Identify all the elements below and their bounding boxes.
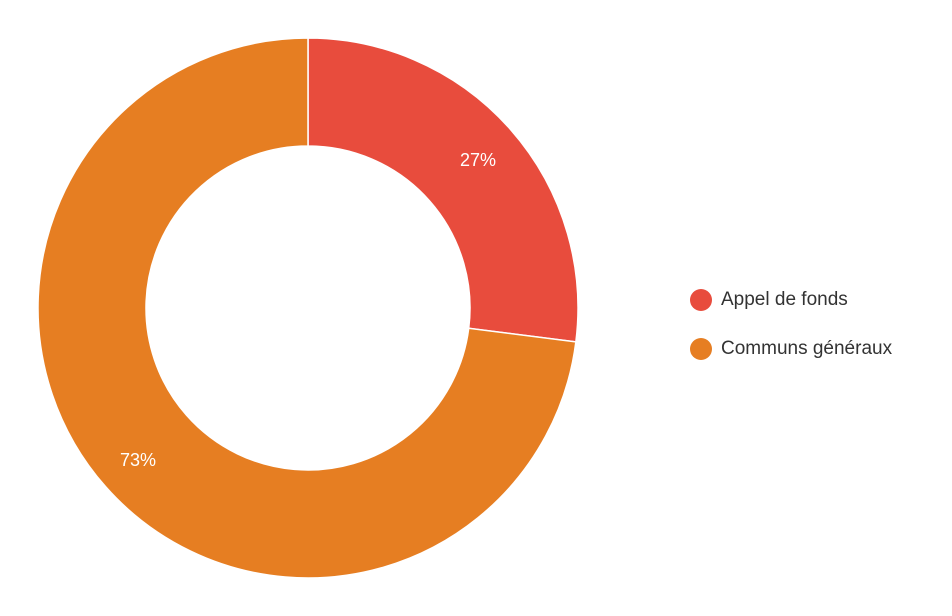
legend-item-communs-generaux[interactable]: Communs généraux — [690, 336, 892, 361]
slice-0[interactable] — [307, 37, 579, 343]
legend-swatch — [690, 288, 712, 311]
legend: Appel de fonds Communs généraux — [690, 287, 892, 385]
legend-label: Communs généraux — [721, 337, 893, 359]
legend-item-appel-de-fonds[interactable]: Appel de fonds — [690, 287, 892, 312]
legend-swatch — [690, 337, 712, 360]
slice-1[interactable] — [37, 37, 577, 579]
legend-label: Appel de fonds — [721, 288, 848, 310]
data-label-0: 27% — [460, 150, 496, 170]
data-label-1: 73% — [120, 450, 156, 470]
